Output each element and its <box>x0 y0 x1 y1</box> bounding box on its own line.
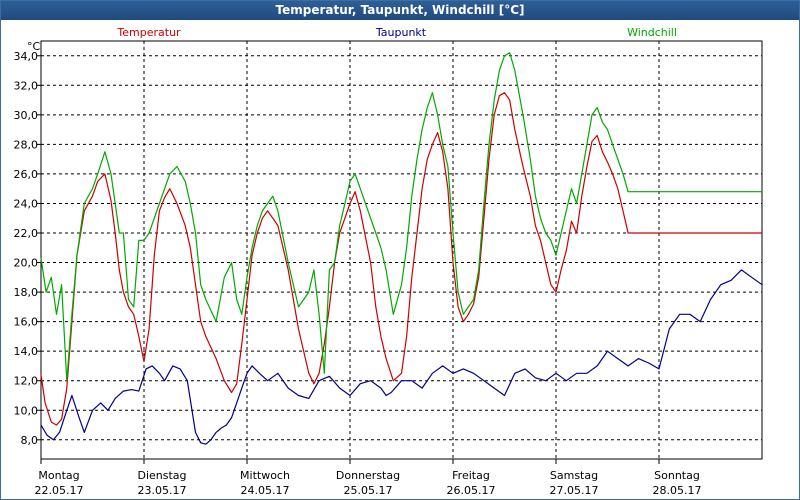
y-tick-label: 10,0 <box>14 404 39 417</box>
x-tick-day-name: Montag <box>38 469 79 482</box>
y-tick-label: 14,0 <box>14 345 39 358</box>
plot-area <box>40 40 763 460</box>
series-line-taupunkt <box>40 269 763 445</box>
x-tick-date: 27.05.17 <box>550 484 599 497</box>
x-tick-day-name: Freitag <box>452 469 490 482</box>
y-tick-label: 12,0 <box>14 375 39 388</box>
legend-taupunkt: Taupunkt <box>375 26 427 39</box>
x-tick-day-name: Dienstag <box>137 469 186 482</box>
x-tick-day-name: Sonntag <box>654 469 700 482</box>
y-tick-label: 20,0 <box>14 257 39 270</box>
y-tick-label: 16,0 <box>14 316 39 329</box>
x-tick-date: 26.05.17 <box>447 484 496 497</box>
series-line-temperatur <box>40 92 762 426</box>
y-tick-label: 34,0 <box>14 50 39 63</box>
series-line-windchill <box>40 52 762 382</box>
window-title: Temperatur, Taupunkt, Windchill [°C] <box>1 1 799 20</box>
x-tick-day-name: Donnerstag <box>336 469 400 482</box>
y-tick-label: 30,0 <box>14 109 39 122</box>
y-tick-label: 24,0 <box>14 197 39 210</box>
y-tick-label: 18,0 <box>14 286 39 299</box>
legend-windchill: Windchill <box>627 26 677 39</box>
y-tick-label: 32,0 <box>14 79 39 92</box>
y-tick-label: 28,0 <box>14 138 39 151</box>
x-tick-date: 22.05.17 <box>35 484 84 497</box>
y-tick-label: 8,0 <box>21 434 39 447</box>
y-tick-label: 22,0 <box>14 227 39 240</box>
x-tick-day-name: Samstag <box>550 469 598 482</box>
line-chart: °C Temperatur Taupunkt Windchill 8,0 10,0… <box>14 26 763 497</box>
x-tick-date: 25.05.17 <box>344 484 393 497</box>
x-tick-date: 28.05.17 <box>653 484 702 497</box>
x-tick-date: 23.05.17 <box>138 484 187 497</box>
x-tick-date: 24.05.17 <box>241 484 290 497</box>
y-tick-label: 26,0 <box>14 168 39 181</box>
y-axis-unit-label: °C <box>27 40 41 53</box>
x-tick-day-name: Mittwoch <box>240 469 290 482</box>
legend-temperatur: Temperatur <box>116 26 181 39</box>
